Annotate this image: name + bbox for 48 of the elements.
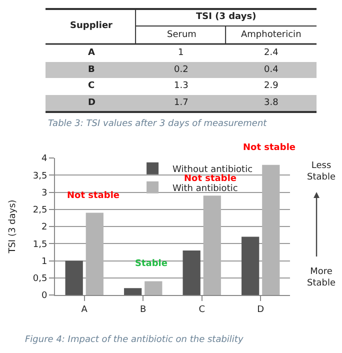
caption: Table 3: TSI values after 3 days of measurement (48, 119, 268, 129)
legend-label: Amphotericin (241, 30, 302, 40)
category-label: A (88, 48, 95, 58)
legend-label: Without antibiotic (172, 164, 253, 175)
caption: Figure 4: Impact of the antibiotic on the stability (25, 335, 244, 345)
y-tick-label: 0 (41, 291, 48, 302)
text: Supplier (70, 21, 114, 31)
y-tick-label: 2 (41, 222, 48, 233)
x-tick-label: A (81, 304, 88, 315)
category-label: C (88, 81, 95, 91)
bar (203, 196, 221, 295)
data-label: 1 (178, 48, 184, 58)
y-tick-label: 1,5 (32, 240, 48, 250)
annotation: Stable (135, 259, 168, 269)
x-tick-label: D (257, 304, 264, 315)
data-label: 3.8 (264, 98, 279, 108)
y-tick-label: 4 (41, 154, 48, 164)
data-label: 1.7 (174, 98, 188, 108)
x-tick-label: C (198, 304, 206, 315)
bar (65, 260, 83, 295)
category-label: D (88, 98, 96, 108)
y-tick-label: 3,5 (32, 171, 48, 182)
data-label: 2.9 (264, 81, 279, 91)
data-label: 2.4 (264, 48, 279, 58)
bar (124, 288, 142, 295)
text: Less Stable (307, 161, 336, 183)
data-label: 0.4 (264, 65, 279, 75)
bar (182, 250, 200, 295)
bar (144, 281, 162, 295)
data-label: 1.3 (174, 81, 188, 91)
data-label: 0.2 (174, 65, 188, 75)
bar (262, 164, 280, 295)
y-tick-label: 2,5 (32, 206, 48, 216)
bar (242, 236, 260, 295)
category-label: B (88, 65, 95, 75)
text: Not stable (243, 143, 296, 153)
y-tick-label: 3 (41, 188, 48, 198)
y-tick-label: 1 (41, 256, 48, 267)
annotation: Not stable (184, 174, 237, 184)
text: Serum (167, 30, 196, 40)
text: TSI (3 days) (196, 12, 256, 22)
y-axis-title: TSI (3 days) (8, 200, 18, 254)
text: More Stable (307, 267, 336, 289)
annotation: Not stable (67, 191, 120, 201)
bar (86, 212, 104, 295)
x-tick-label: B (140, 304, 146, 315)
legend-label: With antibiotic (172, 184, 238, 194)
y-tick-label: 0,5 (32, 274, 48, 284)
